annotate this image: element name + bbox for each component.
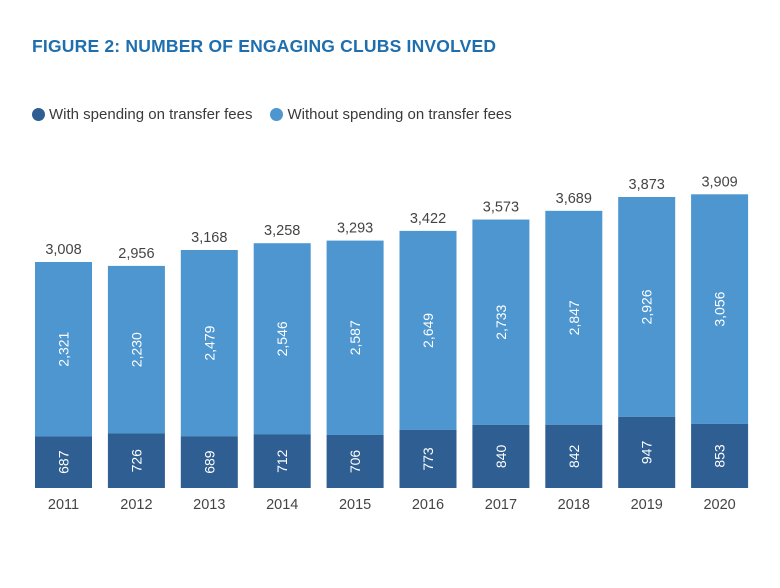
bar-without-fees-2014 — [253, 243, 311, 435]
bar-with-fees-2019 — [618, 416, 676, 488]
legend-label-with-fees: With spending on transfer fees — [49, 106, 253, 123]
bar-without-fees-2013 — [180, 249, 238, 437]
bar-with-fees-2011 — [35, 436, 92, 488]
x-tick-label-2012: 2012 — [120, 497, 152, 513]
data-label-with-fees-2011: 687 — [56, 450, 72, 474]
bar-without-fees-2017 — [472, 219, 530, 425]
bar-with-fees-2018 — [545, 424, 603, 488]
data-label-without-fees-2018: 2,847 — [566, 300, 582, 335]
legend-swatch-without-fees — [270, 108, 284, 121]
total-label-2016: 3,422 — [410, 211, 446, 227]
data-label-with-fees-2017: 840 — [493, 445, 509, 469]
data-label-without-fees-2011: 2,321 — [56, 331, 72, 366]
bar-without-fees-2019 — [618, 197, 676, 417]
total-label-2015: 3,293 — [337, 221, 373, 237]
data-label-with-fees-2019: 947 — [639, 441, 655, 465]
total-label-2011: 3,008 — [45, 242, 81, 258]
total-label-2017: 3,573 — [483, 200, 519, 216]
data-label-without-fees-2012: 2,230 — [128, 332, 144, 367]
total-label-2020: 3,909 — [701, 174, 737, 190]
x-tick-label-2011: 2011 — [48, 497, 79, 513]
legend-item-without-fees: Without spending on transfer fees — [270, 106, 512, 123]
total-label-2014: 3,258 — [264, 223, 300, 239]
bar-with-fees-2020 — [691, 423, 749, 488]
x-tick-label-2016: 2016 — [412, 497, 444, 513]
bar-with-fees-2012 — [107, 433, 165, 488]
data-label-with-fees-2013: 689 — [201, 450, 217, 474]
bar-with-fees-2017 — [472, 424, 530, 488]
total-label-2012: 2,956 — [118, 246, 154, 262]
data-label-with-fees-2012: 726 — [128, 449, 144, 473]
bar-with-fees-2014 — [253, 434, 311, 488]
data-label-without-fees-2013: 2,479 — [201, 325, 217, 360]
data-label-with-fees-2016: 773 — [420, 447, 436, 471]
x-tick-label-2017: 2017 — [485, 497, 517, 513]
x-tick-label-2013: 2013 — [193, 497, 225, 513]
bar-without-fees-2018 — [545, 210, 603, 425]
data-label-without-fees-2020: 3,056 — [712, 291, 728, 326]
data-label-with-fees-2018: 842 — [566, 444, 582, 468]
bar-without-fees-2016 — [399, 230, 457, 430]
bar-without-fees-2012 — [107, 265, 165, 434]
legend: With spending on transfer fees Without s… — [32, 106, 530, 123]
bar-with-fees-2013 — [180, 436, 238, 488]
legend-swatch-with-fees — [32, 108, 45, 121]
x-tick-label-2015: 2015 — [339, 497, 371, 513]
data-label-without-fees-2014: 2,546 — [274, 321, 290, 356]
bar-without-fees-2020 — [691, 194, 749, 424]
total-label-2018: 3,689 — [556, 191, 592, 207]
chart-title: FIGURE 2: NUMBER OF ENGAGING CLUBS INVOL… — [32, 36, 497, 56]
x-tick-label-2019: 2019 — [631, 497, 663, 513]
data-label-without-fees-2016: 2,649 — [420, 313, 436, 348]
bar-with-fees-2016 — [399, 429, 457, 488]
data-label-without-fees-2015: 2,587 — [347, 320, 363, 355]
legend-item-with-fees: With spending on transfer fees — [32, 106, 252, 123]
data-label-with-fees-2020: 853 — [712, 444, 728, 468]
total-label-2013: 3,168 — [191, 230, 227, 246]
x-tick-label-2020: 2020 — [703, 497, 735, 513]
data-label-without-fees-2017: 2,733 — [493, 304, 509, 339]
bar-with-fees-2015 — [326, 434, 384, 488]
total-label-2019: 3,873 — [629, 177, 665, 193]
x-tick-label-2014: 2014 — [266, 497, 298, 513]
legend-label-without-fees: Without spending on transfer fees — [287, 106, 512, 123]
x-tick-label-2018: 2018 — [558, 497, 590, 513]
data-label-with-fees-2014: 712 — [274, 449, 290, 473]
data-label-without-fees-2019: 2,926 — [639, 289, 655, 324]
bar-without-fees-2015 — [326, 240, 384, 435]
bar-without-fees-2011 — [35, 262, 92, 437]
data-label-with-fees-2015: 706 — [347, 450, 363, 474]
